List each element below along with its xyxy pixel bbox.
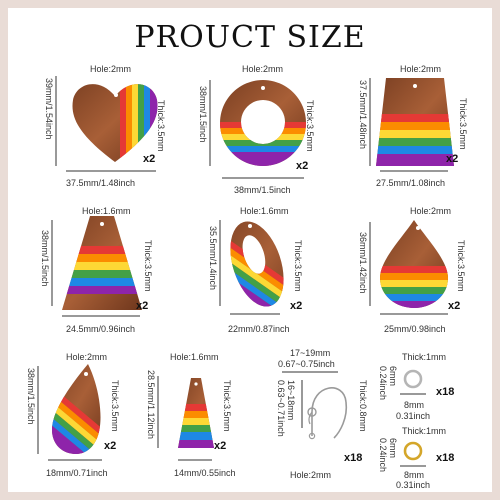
ring-outer-mm: 8mm [404,400,424,410]
ring-quantity-label: x18 [436,452,455,464]
dimension-lines [37,366,102,461]
quantity-label: x2 [446,153,459,165]
ring-thick-label: Thick:1mm [402,352,447,362]
hook-width-mm: 17~19mm [290,348,331,358]
dimension-lines [400,465,426,467]
quantity-label: x2 [214,440,227,452]
dimension-lines [157,376,212,461]
hole-label: Hole:2mm [242,64,284,74]
silver-jump-ring-icon [403,369,423,389]
triangle-pendant [62,216,142,310]
ring-pendant [220,80,306,166]
quantity-label: x2 [448,300,461,312]
hole-label: Hole:1.6mm [170,352,219,362]
hole-label: Hole:1.6mm [82,206,131,216]
width-label: 22mm/0.87inch [228,324,290,334]
dimension-lines [282,371,338,428]
hook-quantity-label: x18 [344,452,363,464]
quantity-label: x2 [136,300,149,312]
dimension-lines [369,222,448,315]
width-label: 25mm/0.98inch [384,324,446,334]
heart-pendant [72,84,158,163]
ring-outer-inch: 0.31inch [396,411,431,421]
page-title: PROUCT SIZE [134,20,366,55]
quantity-label: x2 [296,160,309,172]
ear-hook-icon [307,387,348,440]
ring-quantity-label: x18 [436,386,455,398]
width-label: 27.5mm/1.08inch [376,178,446,188]
hole-label: Hole:2mm [410,206,452,216]
dimension-lines [51,220,140,317]
dimension-lines [400,393,426,395]
dimension-lines [369,78,448,172]
hook-width-inch: 0.67~0.75inch [278,359,335,369]
hook-hole-label: Hole:2mm [290,470,332,480]
quantity-label: x2 [143,153,156,165]
teardrop-pendant [380,220,448,308]
quantity-label: x2 [104,440,117,452]
width-label: 14mm/0.55inch [174,468,236,478]
hole-label: Hole:2mm [66,352,108,362]
width-label: 38mm/1.5inch [234,185,291,195]
ring-outer-inch: 0.31inch [396,480,431,490]
dimension-lines [219,220,280,315]
ring-outer-mm: 8mm [404,470,424,480]
dimension-lines [209,80,304,179]
hole-label: Hole:2mm [400,64,442,74]
hole-label: Hole:2mm [90,64,132,74]
width-label: 24.5mm/0.96inch [66,324,136,334]
ring-thick-label: Thick:1mm [402,426,447,436]
small-triangle-pendant [178,378,214,448]
quantity-label: x2 [290,300,303,312]
dimension-lines [55,76,156,172]
hole-label: Hole:1.6mm [240,206,289,216]
small-teardrop-pendant [52,364,101,454]
width-label: 18mm/0.71inch [46,468,108,478]
width-label: 37.5mm/1.48inch [66,178,136,188]
trapezoid-pendant [376,78,454,166]
gold-jump-ring-icon [403,441,423,461]
